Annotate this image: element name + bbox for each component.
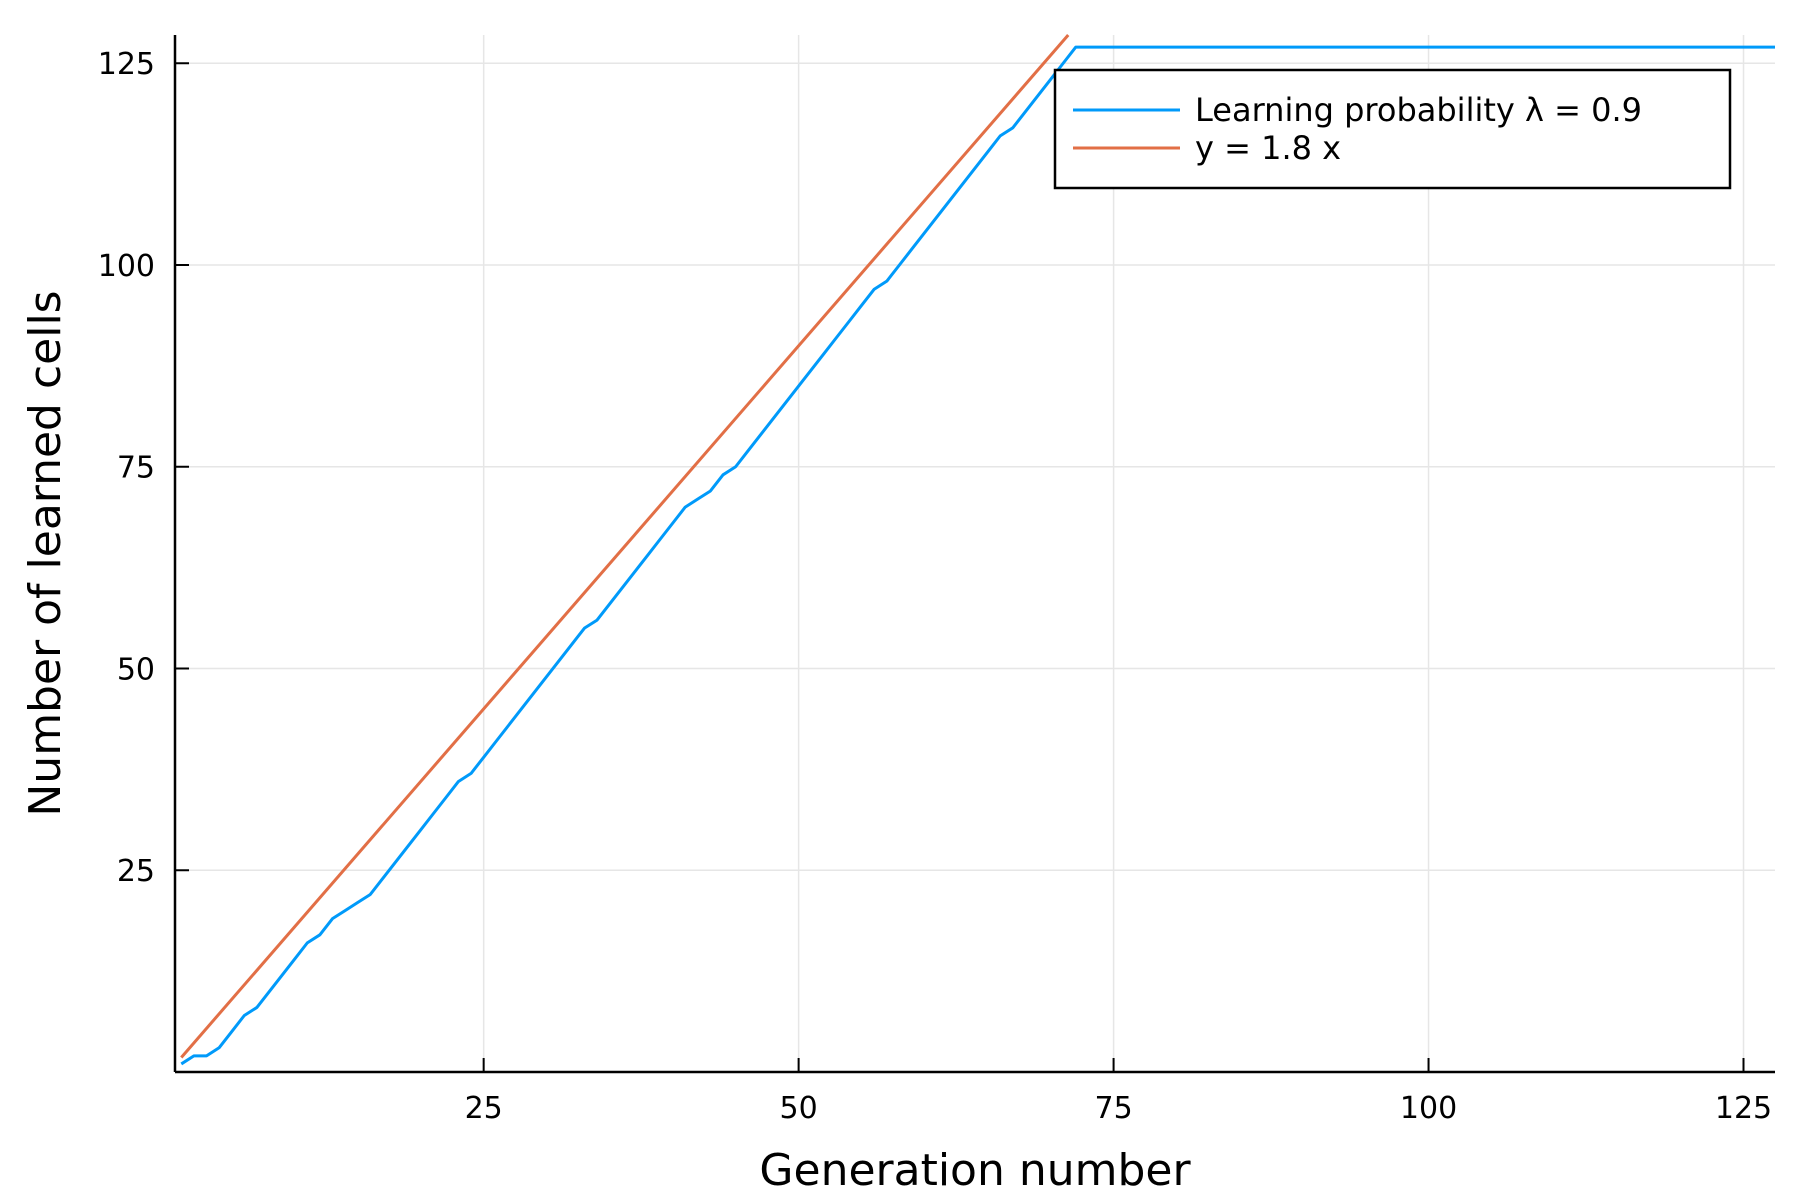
- y-axis-label: Number of learned cells: [20, 290, 71, 816]
- plot-series: [180, 34, 1775, 1066]
- series-line-2: [180, 34, 1070, 1059]
- x-tick-label: 75: [1094, 1091, 1132, 1126]
- y-tick-label: 125: [98, 47, 155, 82]
- y-tick-label: 75: [117, 451, 155, 486]
- legend-label-1: Learning probability λ = 0.9: [1195, 91, 1642, 129]
- x-tick-label: 50: [780, 1091, 818, 1126]
- x-tick-label: 100: [1400, 1091, 1457, 1126]
- legend: Learning probability λ = 0.9y = 1.8 x: [1053, 68, 1732, 190]
- grid: [175, 35, 1775, 1072]
- y-tick-label: 100: [98, 249, 155, 284]
- legend-label-2: y = 1.8 x: [1195, 129, 1341, 167]
- x-axis-label: Generation number: [759, 1145, 1191, 1196]
- ticks: 25 50 75 100 125 25 50 75 100 125: [98, 47, 1772, 1126]
- x-tick-label: 25: [465, 1091, 503, 1126]
- y-tick-label: 25: [117, 854, 155, 889]
- x-tick-label: 125: [1715, 1091, 1772, 1126]
- axes: [173, 35, 1775, 1074]
- series-line-1: [180, 45, 1775, 1066]
- y-tick-label: 50: [117, 652, 155, 687]
- legend-box: [1053, 68, 1732, 190]
